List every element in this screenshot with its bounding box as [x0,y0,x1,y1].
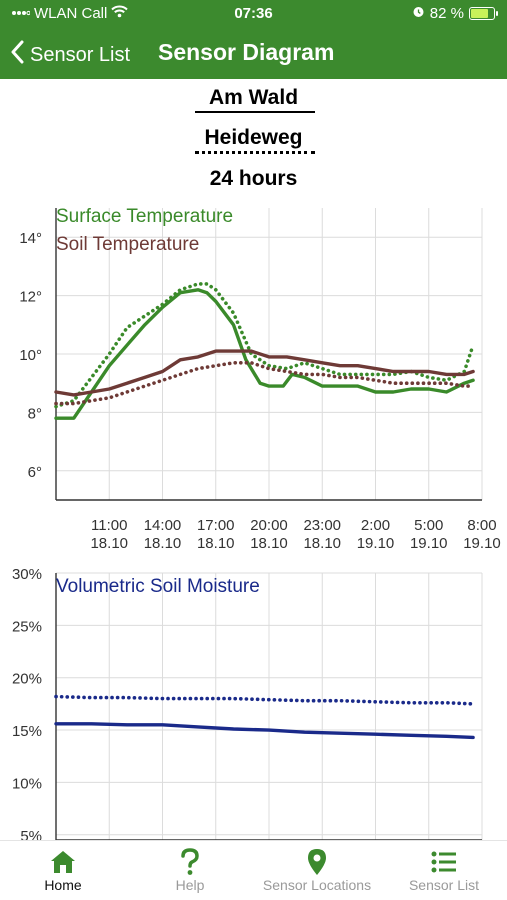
location-2-underline [195,151,315,154]
status-bar: WLAN Call 07:36 82 % [0,0,507,28]
soil-temperature-dotted-line [54,361,475,406]
legend-volumetric-soil-moisture: Volumetric Soil Moisture [56,576,260,597]
temperature-ticks: 6°8°10°12°14°11:0018.1014:0018.1017:0018… [19,230,500,550]
volumetric-soil-moisture-line [54,722,475,740]
map-pin-icon [254,847,380,877]
x-tick-label-date: 19.10 [357,535,395,550]
chevron-left-icon [10,40,24,70]
carrier-label: WLAN Call [34,5,108,22]
x-tick-label-time: 20:00 [250,517,288,534]
status-right: 82 % [412,5,498,22]
home-icon [0,847,126,877]
y-tick-label: 20% [12,671,42,688]
volumetric-soil-moisture-dotted-line [54,694,475,706]
moisture-ticks: 30% 25% 20% 15% 10% 5% [12,566,42,840]
y-tick-label: 12° [19,289,42,306]
x-tick-label-date: 19.10 [410,535,448,550]
tab-home-label: Home [44,877,82,893]
x-tick-label-time: 23:00 [303,517,341,534]
battery-fill [471,9,488,18]
back-button[interactable]: Sensor List [10,40,130,70]
tab-bar: Home Help Sensor Locations Sensor List [0,840,507,900]
y-tick-label: 10% [12,775,42,792]
y-tick-label: 14° [19,230,42,247]
legend-surface-temperature: Surface Temperature [56,206,233,227]
x-tick-label-time: 2:00 [361,517,390,534]
tab-sensor-locations[interactable]: Sensor Locations [254,847,380,893]
question-icon [127,847,253,877]
status-left: WLAN Call [12,5,129,22]
x-tick-label-date: 18.10 [303,535,341,550]
navigation-bar: Sensor List Sensor Diagram [0,28,507,79]
location-2-title: Heideweg [204,126,303,149]
battery-percent: 82 % [429,5,464,22]
x-tick-label-date: 18.10 [197,535,235,550]
wifi-icon [111,5,129,22]
x-tick-label-time: 5:00 [414,517,443,534]
soil-moisture-chart: 30% 25% 20% 15% 10% 5% Volumetric Soil Moistu… [12,566,483,840]
x-tick-label-date: 18.10 [250,535,288,550]
y-tick-label: 15% [12,723,42,740]
temperature-series [54,282,475,420]
location-1-underline [195,111,315,113]
tab-sensor-list[interactable]: Sensor List [381,847,507,893]
legend-soil-temperature: Soil Temperature [56,234,199,255]
battery-icon [469,7,498,20]
tab-sensor-list-label: Sensor List [408,877,480,893]
y-tick-label: 10° [19,347,42,364]
x-tick-label-time: 14:00 [144,517,182,534]
tab-sensor-locations-label: Sensor Locations [262,877,372,893]
x-tick-label-date: 18.10 [90,535,128,550]
x-tick-label-time: 11:00 [91,517,127,534]
x-tick-label-time: 17:00 [197,517,235,534]
y-tick-label: 25% [12,618,42,635]
list-icon [381,847,507,877]
moisture-series [54,694,475,740]
moisture-grid [55,572,483,840]
surface-temperature-dotted-line [54,282,475,409]
page-title: Sensor Diagram [158,39,335,65]
location-1-title: Am Wald [208,86,299,109]
x-tick-label-time: 8:00 [467,517,496,534]
y-tick-label: 8° [28,405,42,422]
y-tick-label: 30% [12,566,42,583]
period-label: 24 hours [209,167,298,190]
x-tick-label-date: 18.10 [144,535,182,550]
y-tick-label: 6° [28,464,42,481]
back-label: Sensor List [30,43,131,66]
tab-home[interactable]: Home [0,847,126,893]
soil-temperature-line [54,349,475,397]
tab-help-label: Help [175,877,205,893]
tab-help[interactable]: Help [127,847,253,893]
x-tick-label-date: 19.10 [463,535,501,550]
surface-temperature-line [54,288,475,420]
y-tick-label: 5% [20,828,42,840]
temperature-chart: 6°8°10°12°14°11:0018.1014:0018.1017:0018… [19,206,500,550]
status-time: 07:36 [234,5,273,22]
alarm-icon [412,5,425,22]
